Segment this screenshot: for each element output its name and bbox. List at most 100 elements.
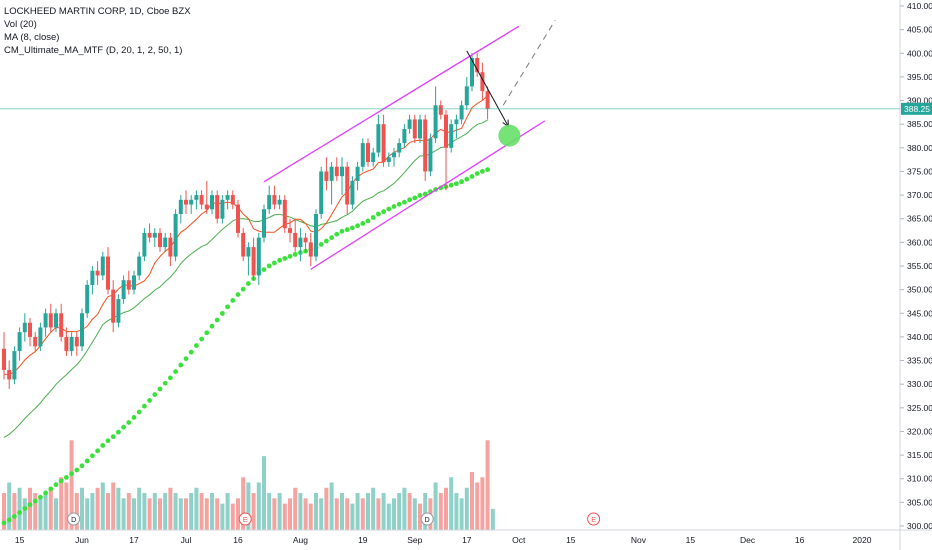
- candle: [152, 228, 157, 248]
- candle: [282, 195, 287, 233]
- time-tick-label: 17: [129, 535, 139, 545]
- legend-ma[interactable]: MA (8, close): [4, 32, 60, 43]
- ma50-dot: [329, 235, 334, 241]
- ma50-dot: [469, 174, 475, 179]
- volume-bar: [43, 493, 48, 530]
- earnings-marker[interactable]: E: [238, 512, 252, 526]
- ma50-dot: [48, 486, 54, 492]
- candle: [189, 195, 194, 214]
- candle: [433, 86, 438, 144]
- price-tick-label: 340.00: [907, 332, 932, 342]
- volume-bar: [230, 503, 235, 530]
- ma50-dot: [360, 221, 366, 226]
- ma50-dot: [194, 343, 199, 348]
- candles: [2, 53, 490, 389]
- volume-bar: [490, 508, 495, 530]
- volume-bar: [111, 482, 116, 530]
- candle-body: [376, 124, 381, 153]
- candle: [454, 114, 459, 139]
- candle-body: [360, 143, 365, 167]
- price-tick-label: 405.00: [907, 25, 932, 35]
- candle: [298, 228, 303, 262]
- ma50-dot: [84, 458, 90, 464]
- time-axis[interactable]: 15 Jun 17 Jul 16 Aug 19 Sep 17 Oct 15 Nov 15 Dec 16 202…: [0, 512, 932, 545]
- candle: [230, 190, 235, 210]
- ma50-dot: [318, 242, 324, 247]
- ma50-dot: [32, 498, 38, 504]
- candle-body: [85, 284, 90, 314]
- volume-bar: [475, 482, 480, 530]
- candle-body: [366, 143, 370, 162]
- legend-volume[interactable]: Vol (20): [4, 19, 37, 30]
- volume-bar: [80, 487, 84, 530]
- volume-bar: [262, 456, 266, 530]
- ma50-dot: [53, 482, 59, 488]
- candle: [277, 195, 282, 210]
- volume-bar: [454, 493, 459, 530]
- price-tick-label: 315.00: [907, 450, 932, 460]
- candle: [80, 308, 84, 352]
- volume-bars: [2, 440, 495, 530]
- candle: [194, 190, 199, 210]
- candle-body: [189, 199, 194, 205]
- candle-body: [272, 195, 277, 205]
- drawings[interactable]: [263, 19, 556, 270]
- volume-bar: [418, 503, 422, 530]
- candle-body: [449, 124, 454, 148]
- volume-bar: [33, 493, 38, 530]
- legend-cm-ultimate-ma[interactable]: CM_Ultimate_MA_MTF (D, 20, 1, 2, 50, 1): [4, 45, 183, 56]
- volume-bar: [319, 498, 324, 530]
- ma50-dot: [142, 403, 147, 409]
- candle: [251, 237, 256, 281]
- ma50-dot: [464, 176, 470, 182]
- volume-bar: [100, 482, 105, 530]
- candle-body: [163, 237, 168, 248]
- volume-bar: [288, 498, 292, 530]
- price-tick-label: 385.00: [907, 119, 932, 129]
- candle-body: [43, 313, 48, 328]
- ma50-dot: [168, 375, 173, 381]
- candle: [397, 138, 402, 158]
- volume-bar: [132, 498, 136, 530]
- time-tick-label: Jun: [75, 535, 89, 545]
- ma50-dot: [246, 281, 251, 286]
- event-marker-circle: [420, 512, 434, 526]
- time-tick-label: Dec: [740, 535, 756, 545]
- volume-bar: [121, 498, 126, 530]
- candle-body: [459, 105, 464, 120]
- candle-body: [475, 58, 480, 73]
- candle-body: [371, 152, 376, 162]
- candle-body: [106, 256, 110, 290]
- event-marker-circle: [238, 512, 252, 526]
- candle: [48, 303, 53, 333]
- candle-body: [225, 195, 230, 200]
- candle: [241, 228, 246, 262]
- candle-body: [464, 86, 469, 106]
- channel-upper-line: [263, 25, 520, 183]
- dividend-marker[interactable]: D: [420, 512, 434, 526]
- earnings-marker[interactable]: E: [587, 512, 601, 526]
- ma50-dot: [365, 218, 371, 224]
- ma50-dot: [147, 398, 153, 403]
- legend-symbol[interactable]: LOCKHEED MARTIN CORP, 1D, Cboe BZX: [4, 6, 191, 17]
- candle: [220, 195, 225, 224]
- candle: [173, 209, 178, 262]
- volume-bar: [293, 487, 298, 530]
- ma50-dot: [391, 204, 397, 209]
- time-tick-label: 19: [358, 535, 368, 545]
- candle: [402, 124, 407, 148]
- candle-body: [314, 214, 318, 257]
- volume-bar: [7, 482, 12, 530]
- candle-body: [324, 171, 329, 181]
- event-marker-label: E: [591, 517, 596, 524]
- candle-body: [194, 195, 199, 200]
- volume-bar: [152, 493, 157, 530]
- time-tick-label: 15: [15, 535, 25, 545]
- ma50-dot: [396, 201, 402, 207]
- candle: [470, 53, 474, 92]
- ma50-dot: [95, 448, 100, 454]
- candle: [324, 157, 329, 191]
- dividend-marker[interactable]: D: [67, 512, 81, 526]
